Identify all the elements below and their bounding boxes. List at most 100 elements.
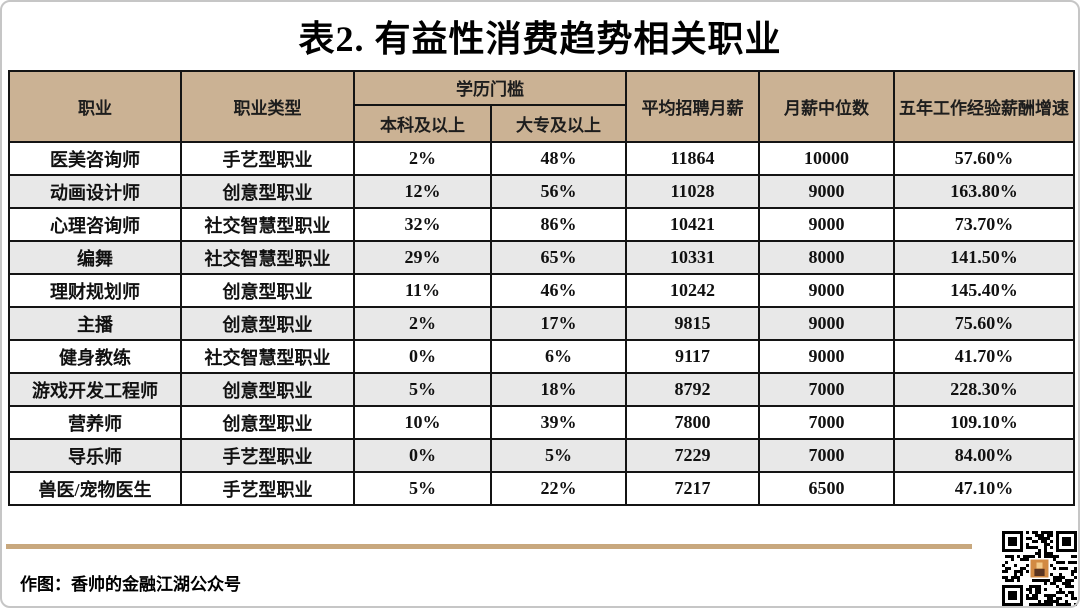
credit-text: 作图：香帅的金融江湖公众号 bbox=[20, 575, 241, 594]
table-cell: 9000 bbox=[758, 273, 895, 308]
table-cell: 动画设计师 bbox=[8, 174, 182, 209]
table-cell: 7000 bbox=[758, 372, 895, 407]
table-cell: 7000 bbox=[758, 438, 895, 473]
table-cell: 18% bbox=[490, 372, 627, 407]
table-cell: 5% bbox=[490, 438, 627, 473]
table-cell: 医美咨询师 bbox=[8, 141, 182, 176]
table-cell: 46% bbox=[490, 273, 627, 308]
table-cell: 12% bbox=[353, 174, 492, 209]
table-cell: 86% bbox=[490, 207, 627, 242]
table-cell: 6% bbox=[490, 339, 627, 374]
table-cell: 48% bbox=[490, 141, 627, 176]
header-avg-monthly-salary: 平均招聘月薪 bbox=[625, 70, 760, 143]
table-cell: 109.10% bbox=[893, 405, 1075, 440]
table-cell: 10331 bbox=[625, 240, 760, 275]
table-cell: 主播 bbox=[8, 306, 182, 341]
table-cell: 手艺型职业 bbox=[180, 141, 355, 176]
table-cell: 163.80% bbox=[893, 174, 1075, 209]
table-row: 动画设计师 创意型职业 12% 56% 11028 9000 163.80% bbox=[8, 174, 1075, 209]
table-row: 健身教练 社交智慧型职业 0% 6% 9117 9000 41.70% bbox=[8, 339, 1075, 374]
table-cell: 75.60% bbox=[893, 306, 1075, 341]
header-bachelor-plus: 本科及以上 bbox=[353, 103, 492, 144]
footer-divider-bar bbox=[6, 544, 972, 549]
table-cell: 导乐师 bbox=[8, 438, 182, 473]
table-cell: 9117 bbox=[625, 339, 760, 374]
table-cell: 创意型职业 bbox=[180, 372, 355, 407]
table-row: 医美咨询师 手艺型职业 2% 48% 11864 10000 57.60% bbox=[8, 141, 1075, 176]
table-cell: 2% bbox=[353, 306, 492, 341]
table-cell: 228.30% bbox=[893, 372, 1075, 407]
qr-code bbox=[1002, 531, 1077, 606]
table-cell: 17% bbox=[490, 306, 627, 341]
table-cell: 创意型职业 bbox=[180, 174, 355, 209]
table-cell: 10% bbox=[353, 405, 492, 440]
table-cell: 游戏开发工程师 bbox=[8, 372, 182, 407]
table-cell: 创意型职业 bbox=[180, 405, 355, 440]
table-cell: 6500 bbox=[758, 471, 895, 506]
table-cell: 2% bbox=[353, 141, 492, 176]
table-cell: 兽医/宠物医生 bbox=[8, 471, 182, 506]
table-cell: 29% bbox=[353, 240, 492, 275]
table-cell: 编舞 bbox=[8, 240, 182, 275]
table-cell: 健身教练 bbox=[8, 339, 182, 374]
table-cell: 手艺型职业 bbox=[180, 438, 355, 473]
table-row: 导乐师 手艺型职业 0% 5% 7229 7000 84.00% bbox=[8, 438, 1075, 473]
table-cell: 9000 bbox=[758, 339, 895, 374]
table-cell: 84.00% bbox=[893, 438, 1075, 473]
table-row: 理财规划师 创意型职业 11% 46% 10242 9000 145.40% bbox=[8, 273, 1075, 308]
table-cell: 56% bbox=[490, 174, 627, 209]
table-cell: 创意型职业 bbox=[180, 273, 355, 308]
table-cell: 5% bbox=[353, 372, 492, 407]
table-cell: 0% bbox=[353, 438, 492, 473]
table-cell: 145.40% bbox=[893, 273, 1075, 308]
table-cell: 65% bbox=[490, 240, 627, 275]
table-cell: 39% bbox=[490, 405, 627, 440]
table-cell: 创意型职业 bbox=[180, 306, 355, 341]
header-occupation-type: 职业类型 bbox=[180, 70, 355, 143]
table-cell: 9000 bbox=[758, 306, 895, 341]
table-row: 编舞 社交智慧型职业 29% 65% 10331 8000 141.50% bbox=[8, 240, 1075, 275]
table-row: 营养师 创意型职业 10% 39% 7800 7000 109.10% bbox=[8, 405, 1075, 440]
page-title: 表2. 有益性消费趋势相关职业 bbox=[298, 19, 782, 59]
table-row: 心理咨询师 社交智慧型职业 32% 86% 10421 9000 73.70% bbox=[8, 207, 1075, 242]
occupations-table: 职业 职业类型 学历门槛 平均招聘月薪 月薪中位数 五年工作经验薪酬增速 本科及… bbox=[8, 70, 1075, 506]
table-cell: 社交智慧型职业 bbox=[180, 207, 355, 242]
table-cell: 141.50% bbox=[893, 240, 1075, 275]
table-cell: 理财规划师 bbox=[8, 273, 182, 308]
table-cell: 0% bbox=[353, 339, 492, 374]
table-cell: 9000 bbox=[758, 207, 895, 242]
table-cell: 8000 bbox=[758, 240, 895, 275]
table-row: 游戏开发工程师 创意型职业 5% 18% 8792 7000 228.30% bbox=[8, 372, 1075, 407]
table-cell: 57.60% bbox=[893, 141, 1075, 176]
table-cell: 5% bbox=[353, 471, 492, 506]
table-cell: 7229 bbox=[625, 438, 760, 473]
table-cell: 7217 bbox=[625, 471, 760, 506]
table-cell: 营养师 bbox=[8, 405, 182, 440]
table-row: 主播 创意型职业 2% 17% 9815 9000 75.60% bbox=[8, 306, 1075, 341]
table-cell: 9000 bbox=[758, 174, 895, 209]
table-cell: 9815 bbox=[625, 306, 760, 341]
table-body: 医美咨询师 手艺型职业 2% 48% 11864 10000 57.60% 动画设计师 创意型职… bbox=[8, 141, 1075, 506]
table-cell: 22% bbox=[490, 471, 627, 506]
table-cell: 10000 bbox=[758, 141, 895, 176]
table-cell: 32% bbox=[353, 207, 492, 242]
table-row: 兽医/宠物医生 手艺型职业 5% 22% 7217 6500 47.10% bbox=[8, 471, 1075, 506]
table-cell: 73.70% bbox=[893, 207, 1075, 242]
table-header: 职业 职业类型 学历门槛 平均招聘月薪 月薪中位数 五年工作经验薪酬增速 本科及… bbox=[8, 70, 1075, 144]
table-cell: 社交智慧型职业 bbox=[180, 240, 355, 275]
header-occupation: 职业 bbox=[8, 70, 182, 143]
table-cell: 10242 bbox=[625, 273, 760, 308]
table-cell: 11% bbox=[353, 273, 492, 308]
table-cell: 心理咨询师 bbox=[8, 207, 182, 242]
table-cell: 社交智慧型职业 bbox=[180, 339, 355, 374]
table-cell: 41.70% bbox=[893, 339, 1075, 374]
table-cell: 7000 bbox=[758, 405, 895, 440]
header-education-threshold: 学历门槛 bbox=[353, 70, 627, 106]
table-cell: 11028 bbox=[625, 174, 760, 209]
table-cell: 11864 bbox=[625, 141, 760, 176]
table-cell: 10421 bbox=[625, 207, 760, 242]
table-cell: 8792 bbox=[625, 372, 760, 407]
header-median-monthly-salary: 月薪中位数 bbox=[758, 70, 895, 143]
table-cell: 7800 bbox=[625, 405, 760, 440]
header-five-year-growth: 五年工作经验薪酬增速 bbox=[893, 70, 1075, 143]
